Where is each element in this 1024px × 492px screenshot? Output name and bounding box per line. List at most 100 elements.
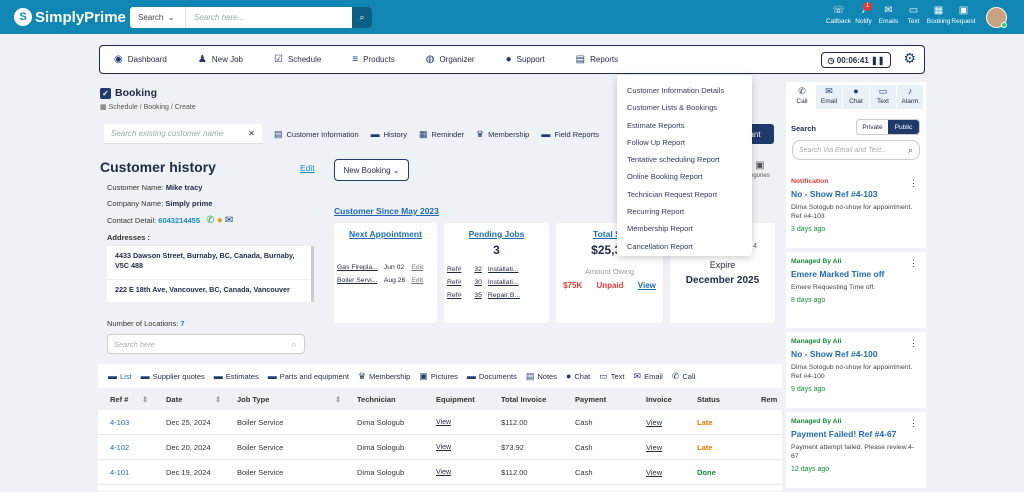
chat-icon[interactable]: ● (216, 215, 223, 226)
chat-icon: ▭ (908, 5, 919, 16)
private-option[interactable]: Private (862, 123, 883, 131)
col-equipment[interactable]: Equipment (436, 394, 475, 404)
view-link[interactable]: View (637, 281, 656, 290)
user-avatar[interactable] (986, 7, 1007, 28)
tab-text[interactable]: ▭ Text (599, 370, 625, 381)
pending-jobs-title[interactable]: Pending Jobs (468, 229, 525, 239)
nav-new-job[interactable]: ♟ New Job (197, 54, 243, 65)
gear-icon[interactable]: ⚙ (903, 50, 916, 66)
more-icon[interactable]: ⋮ (909, 258, 918, 268)
tab-pictures[interactable]: ▣ Pictures (419, 370, 458, 381)
col-remarks[interactable]: Rem (761, 394, 778, 404)
sort-icon[interactable]: ⇕ (142, 394, 149, 404)
customer-history-panel: Customer history Edit Customer Name: Mik… (98, 151, 325, 363)
tab-membership[interactable]: ♛ Membership (476, 128, 530, 139)
location-search-input[interactable]: Search here ○ (107, 334, 305, 354)
text-button[interactable]: ▭ Text (901, 4, 926, 25)
list-item[interactable]: Managed By Ali ⋮ Emere Marked Time off E… (786, 252, 926, 332)
categories-button[interactable]: ▣ egories (750, 160, 770, 179)
col-technician[interactable]: Technician (357, 394, 396, 404)
request-button[interactable]: ▣ Request (951, 5, 976, 25)
address-item[interactable]: 222 E 18th Ave, Vancouver, BC, Canada, V… (107, 279, 311, 300)
notify-button[interactable]: ♪ 1 Notify (851, 2, 876, 25)
address-list[interactable]: 4433 Dawson Street, Burnaby, BC, Canada,… (107, 246, 314, 302)
menu-item-membership[interactable]: Membership Report (627, 224, 693, 234)
col-status[interactable]: Status (697, 394, 720, 404)
tab-text-right[interactable]: ▭ Text (870, 85, 896, 109)
tab-alarm[interactable]: ♪ Alarm (897, 85, 923, 109)
phone-link[interactable]: 6043214455 (158, 216, 201, 225)
col-job-type[interactable]: Job Type (237, 394, 270, 404)
search-input[interactable]: Search here... (194, 12, 245, 22)
close-icon[interactable]: ✕ (248, 129, 255, 138)
menu-item-customer-lists[interactable]: Customer Lists & Bookings (627, 103, 718, 113)
menu-item-cancellation[interactable]: Cancellation Report (627, 241, 693, 251)
more-icon[interactable]: ⋮ (909, 418, 918, 428)
menu-item-online-booking[interactable]: Online Booking Report (627, 172, 703, 182)
menu-item-follow-up[interactable]: Follow Up Report (627, 137, 685, 147)
nav-dashboard[interactable]: ◉ Dashboard (114, 54, 167, 65)
callback-button[interactable]: ☏ Callback (826, 5, 851, 25)
more-icon[interactable]: ⋮ (909, 338, 918, 348)
customer-search-input[interactable]: Search existing customer name ✕ (104, 124, 262, 144)
phone-icon[interactable]: ✆ (206, 215, 215, 226)
tab-email-right[interactable]: ✉ Email (816, 85, 842, 109)
col-payment[interactable]: Payment (575, 394, 607, 404)
list-item[interactable]: Notification ⋮ No - Show Ref #4-103 Dima… (786, 172, 926, 252)
more-icon[interactable]: ⋮ (909, 178, 918, 188)
search-button[interactable]: ⌕ (352, 6, 372, 28)
brand-logo[interactable]: S SimplyPrime (14, 8, 126, 26)
nav-schedule[interactable]: ☑ Schedule (273, 54, 322, 65)
table-row[interactable]: 4-102 Dec 20, 2024 Boiler Service Dima S… (98, 435, 782, 460)
next-appointment-title[interactable]: Next Appointment (349, 229, 422, 239)
tab-call-right[interactable]: ✆ Call (789, 85, 815, 109)
tab-membership-bottom[interactable]: ♛ Membership (357, 370, 411, 381)
comm-search-input[interactable]: Search Via Email and Text... ⌕ (792, 140, 920, 160)
list-item[interactable]: Managed By Ali ⋮ No - Show Ref #4-100 Di… (786, 332, 926, 412)
tab-documents[interactable]: ▬ Documents (466, 371, 517, 381)
sort-icon[interactable]: ⇕ (215, 394, 222, 404)
menu-item-estimate[interactable]: Estimate Reports (627, 120, 685, 130)
callback-icon: ☏ (832, 5, 845, 16)
menu-item-recurring[interactable]: Recurring Report (627, 207, 685, 217)
next-appointment-card: Next Appointment Gas Firepla... Jun 02 Edi… (334, 223, 437, 323)
search-type-select[interactable]: Search ⌄ (130, 6, 186, 28)
menu-item-customer-info[interactable]: Customer Information Details (627, 86, 725, 95)
nav-products[interactable]: ≡ Products (352, 54, 395, 65)
table-row[interactable]: 4-101 Dec 19, 2024 Boiler Service Dima S… (98, 460, 782, 485)
col-total-invoice[interactable]: Total Invoice (501, 394, 547, 404)
tab-supplier-quotes[interactable]: ▬ Supplier quotes (140, 371, 205, 381)
tab-chat-right[interactable]: ● Chat (843, 85, 869, 109)
sort-icon[interactable]: ⇕ (335, 394, 342, 404)
tab-parts[interactable]: ▬ Parts and equipment (267, 371, 349, 381)
work-timer[interactable]: ◷ 00:06:41 ❚❚ (821, 52, 891, 68)
tab-field-reports[interactable]: ▬ Field Reports (541, 129, 599, 139)
table-row[interactable]: 4-103 Dec 25, 2024 Boiler Service Dima S… (98, 410, 782, 435)
col-date[interactable]: Date (166, 394, 183, 404)
mail-icon[interactable]: ✉ (224, 215, 234, 226)
tab-estimates[interactable]: ▬ Estimates (213, 371, 259, 381)
emails-button[interactable]: ✉ Emails (876, 4, 901, 25)
edit-link[interactable]: Edit (300, 163, 315, 173)
tab-reminder[interactable]: ▦ Reminder (418, 128, 465, 139)
nav-reports[interactable]: ▤ Reports (575, 54, 619, 65)
menu-item-technician-request[interactable]: Technician Request Report (627, 189, 718, 199)
tab-customer-information[interactable]: ▤ Customer Information (274, 128, 359, 139)
booking-button[interactable]: ▦ Booking (926, 5, 951, 25)
total-spent-title[interactable]: Total Sp (593, 229, 626, 239)
tab-notes[interactable]: ▤ Notes (525, 370, 557, 381)
tab-call[interactable]: ✆ Call (671, 370, 696, 381)
tab-history[interactable]: ▬ History (370, 129, 407, 139)
col-ref[interactable]: Ref # (110, 394, 129, 404)
menu-item-tentative[interactable]: Tentative scheduling Report (627, 155, 720, 165)
nav-support[interactable]: ● Support (505, 54, 545, 65)
list-item[interactable]: Managed By Ali ⋮ Payment Failed! Ref #4-… (786, 412, 926, 492)
nav-organizer[interactable]: ◍ Organizer (425, 54, 475, 65)
col-invoice[interactable]: Invoice (646, 394, 672, 404)
tab-list[interactable]: ▬ List (108, 371, 132, 381)
public-option[interactable]: Public (888, 120, 919, 134)
tab-chat[interactable]: ● Chat (565, 371, 591, 381)
new-booking-button[interactable]: New Booking ⌄ (334, 159, 409, 181)
address-item[interactable]: 4433 Dawson Street, Burnaby, BC, Canada,… (115, 251, 295, 270)
tab-email[interactable]: ✉ Email (633, 370, 663, 381)
